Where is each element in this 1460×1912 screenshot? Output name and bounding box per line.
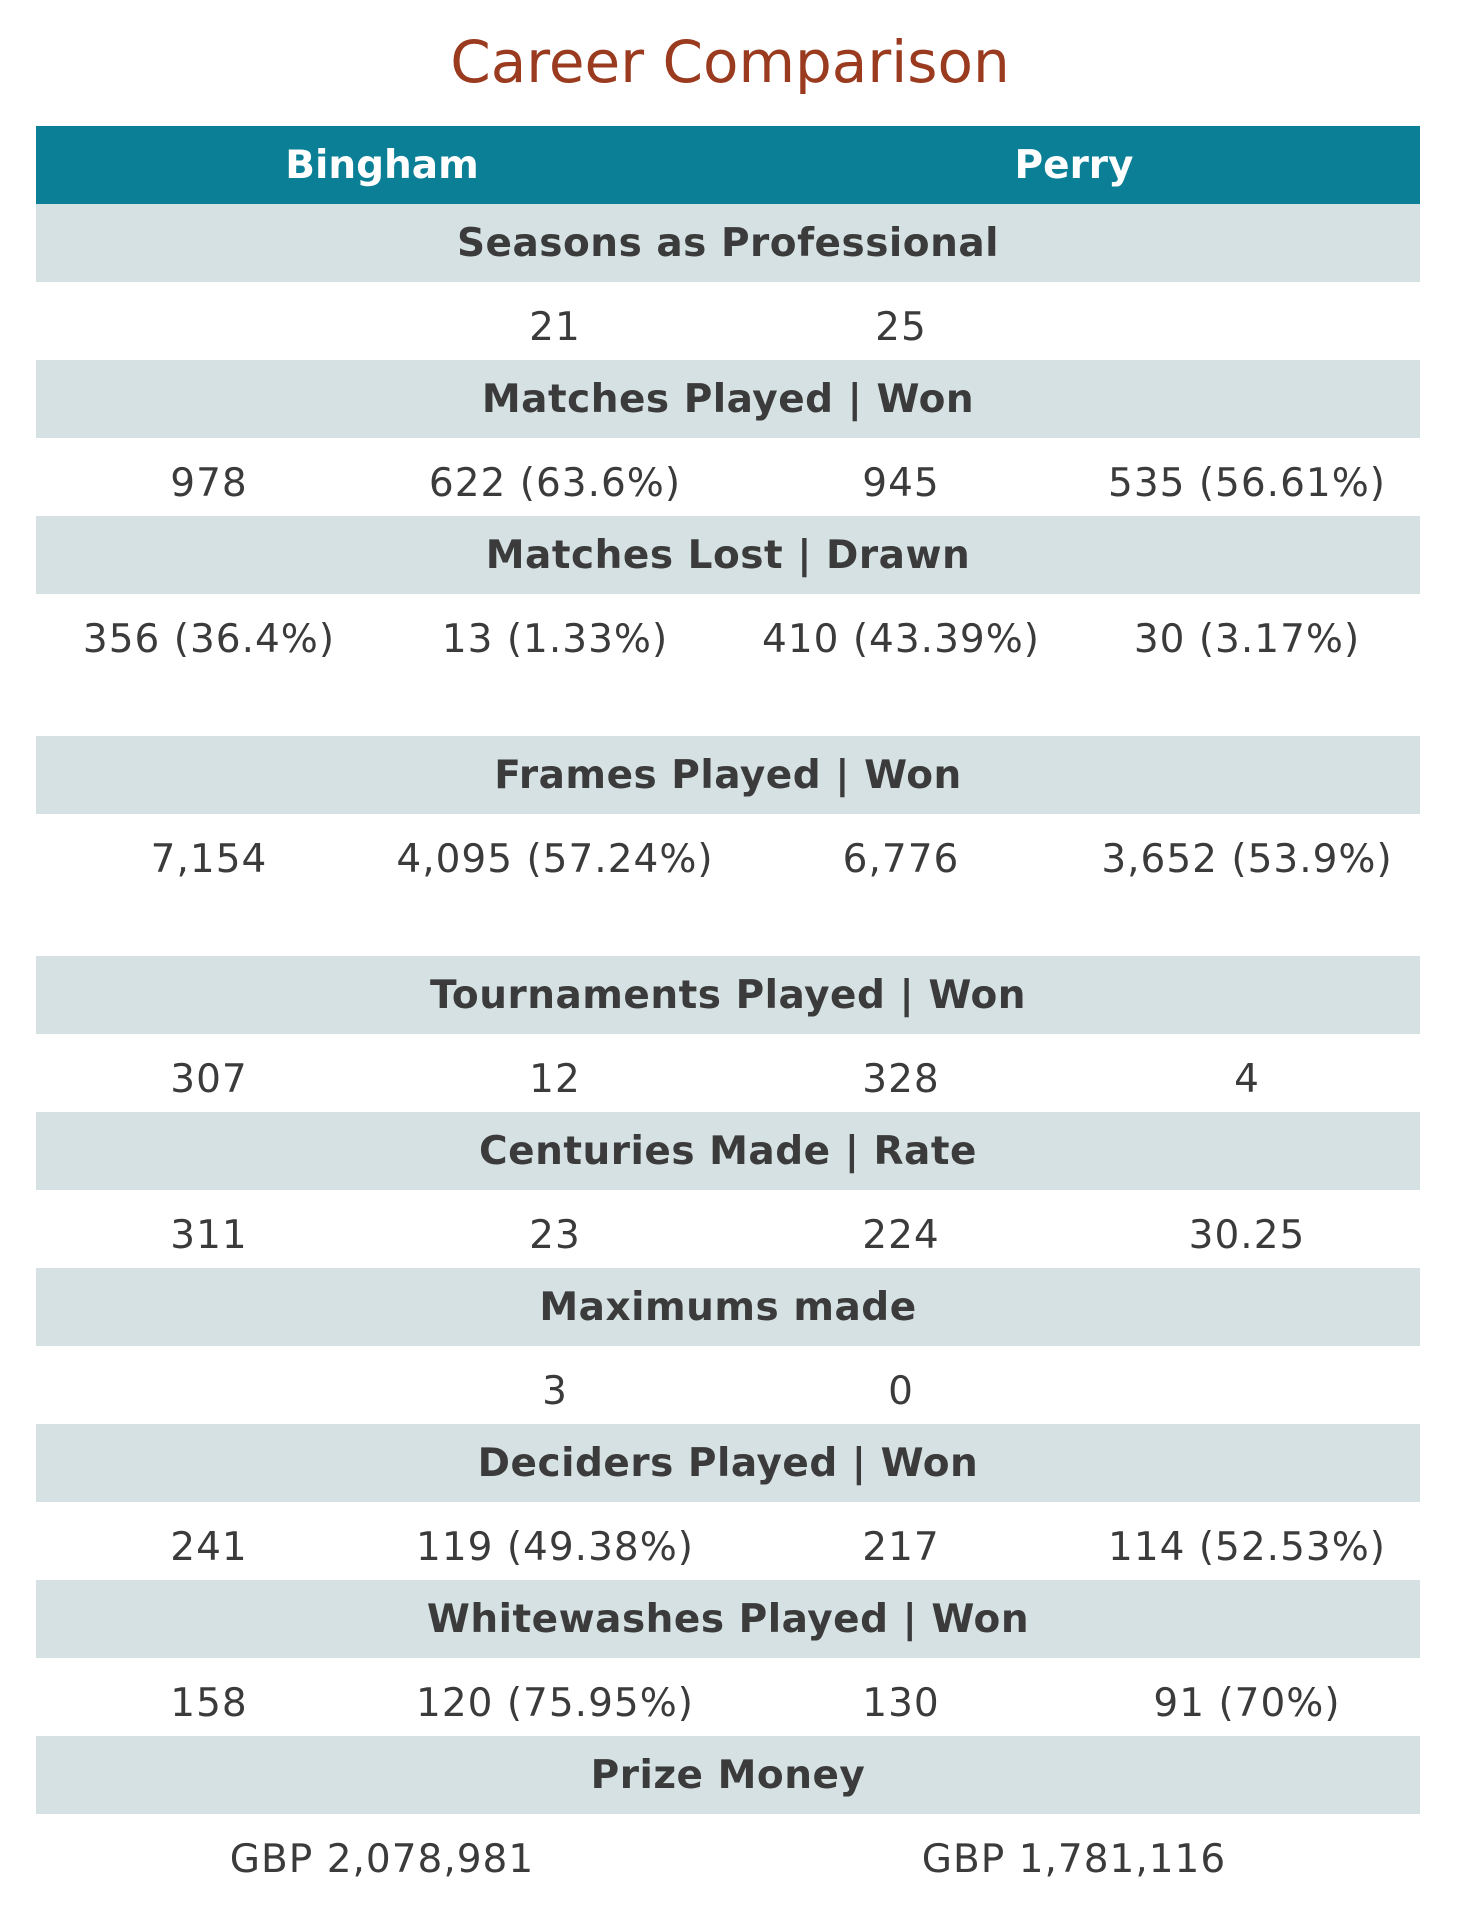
table-header: Bingham Perry [36, 126, 1420, 204]
stat-label-maximums: Maximums made [36, 1268, 1420, 1346]
stat-label-seasons: Seasons as Professional [36, 204, 1420, 282]
stat-values-frames-played: 7,154 4,095 (57.24%) 6,776 3,652 (53.9%) [36, 814, 1420, 956]
stat-label-centuries: Centuries Made | Rate [36, 1112, 1420, 1190]
right-secondary-value [1074, 1346, 1420, 1424]
stat-label-deciders: Deciders Played | Won [36, 1424, 1420, 1502]
right-primary-value: 0 [888, 1369, 914, 1414]
stat-values-seasons: 21 25 [36, 282, 1420, 360]
left-secondary-value: 4,095 (57.24%) [396, 837, 714, 882]
left-primary-value [36, 282, 382, 360]
right-secondary-value: 3,652 (53.9%) [1101, 837, 1393, 882]
left-primary-value: 307 [170, 1057, 248, 1102]
right-primary-value: 217 [862, 1525, 940, 1570]
left-primary-value: 241 [170, 1525, 248, 1570]
left-primary-value: 356 (36.4%) [82, 617, 336, 662]
right-secondary-value: 535 (56.61%) [1108, 461, 1386, 506]
right-primary-value: 25 [875, 305, 927, 350]
stat-label-frames-played: Frames Played | Won [36, 736, 1420, 814]
left-secondary-value: 119 (49.38%) [416, 1525, 694, 1570]
left-prize-money: GBP 2,078,981 [229, 1837, 535, 1882]
left-secondary-value: 23 [529, 1213, 581, 1258]
stat-values-maximums: 3 0 [36, 1346, 1420, 1424]
stat-label-tournaments: Tournaments Played | Won [36, 956, 1420, 1034]
left-secondary-value: 13 (1.33%) [441, 617, 669, 662]
stat-values-whitewashes: 158 120 (75.95%) 130 91 (70%) [36, 1658, 1420, 1736]
right-secondary-value [1074, 282, 1420, 360]
player-left-name: Bingham [285, 142, 479, 188]
left-secondary-value: 3 [542, 1369, 568, 1414]
page-title: Career Comparison [450, 28, 1010, 96]
stat-values-tournaments: 307 12 328 4 [36, 1034, 1420, 1112]
right-primary-value: 328 [862, 1057, 940, 1102]
stat-values-matches-lost: 356 (36.4%) 13 (1.33%) 410 (43.39%) 30 (… [36, 594, 1420, 736]
stat-label-matches-lost: Matches Lost | Drawn [36, 516, 1420, 594]
right-primary-value: 410 (43.39%) [762, 617, 1040, 662]
player-right-name: Perry [1014, 142, 1134, 188]
stat-values-prize-money: GBP 2,078,981 GBP 1,781,116 [36, 1814, 1420, 1892]
right-primary-value: 224 [862, 1213, 940, 1258]
stat-values-centuries: 311 23 224 30.25 [36, 1190, 1420, 1268]
right-secondary-value: 91 (70%) [1153, 1681, 1341, 1726]
right-primary-value: 945 [862, 461, 940, 506]
left-primary-value [36, 1346, 382, 1424]
right-primary-value: 130 [862, 1681, 940, 1726]
left-secondary-value: 12 [529, 1057, 581, 1102]
career-comparison-table: Bingham Perry Seasons as Professional 21… [36, 126, 1420, 1892]
left-primary-value: 158 [170, 1681, 248, 1726]
left-secondary-value: 120 (75.95%) [416, 1681, 694, 1726]
stat-values-matches-played: 978 622 (63.6%) 945 535 (56.61%) [36, 438, 1420, 516]
right-secondary-value: 114 (52.53%) [1108, 1525, 1386, 1570]
stat-label-matches-played: Matches Played | Won [36, 360, 1420, 438]
stat-values-deciders: 241 119 (49.38%) 217 114 (52.53%) [36, 1502, 1420, 1580]
right-secondary-value: 30.25 [1188, 1213, 1306, 1258]
right-secondary-value: 4 [1234, 1057, 1260, 1102]
right-prize-money: GBP 1,781,116 [921, 1837, 1227, 1882]
left-primary-value: 7,154 [150, 837, 268, 882]
left-secondary-value: 21 [529, 305, 581, 350]
right-primary-value: 6,776 [842, 837, 960, 882]
right-secondary-value: 30 (3.17%) [1133, 617, 1361, 662]
left-primary-value: 978 [170, 461, 248, 506]
stat-label-whitewashes: Whitewashes Played | Won [36, 1580, 1420, 1658]
left-secondary-value: 622 (63.6%) [428, 461, 682, 506]
left-primary-value: 311 [170, 1213, 248, 1258]
stat-label-prize-money: Prize Money [36, 1736, 1420, 1814]
